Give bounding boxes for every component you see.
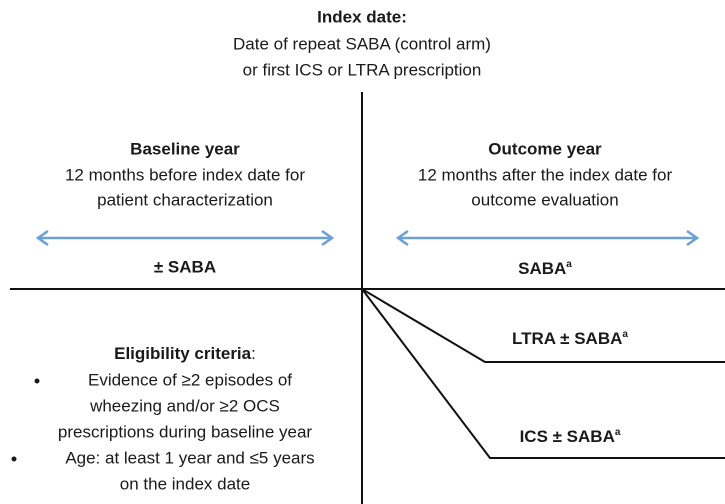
ics-branch bbox=[361, 288, 725, 459]
ltra-branch bbox=[361, 288, 725, 363]
index-line-text: or first ICS or LTRA prescription bbox=[243, 60, 482, 79]
arm-name: SABA bbox=[518, 259, 566, 278]
baseline-text: patient characterization bbox=[97, 190, 273, 209]
bullet bbox=[34, 378, 40, 384]
criterion-text: Evidence of ≥2 episodes of bbox=[88, 370, 292, 389]
criterion-text: Age: at least 1 year and ≤5 years bbox=[65, 448, 314, 467]
eligibility-title: Eligibility criteria bbox=[114, 344, 252, 363]
criterion-text: wheezing and/or ≥2 OCS bbox=[89, 396, 280, 415]
eligibility-colon: : bbox=[251, 344, 256, 363]
arm-label: ICS ± SABAa bbox=[520, 427, 621, 447]
eligibility-heading: Eligibility criteria: bbox=[114, 344, 256, 363]
arm-name: LTRA ± SABA bbox=[512, 329, 622, 348]
outcome-arrow bbox=[395, 229, 700, 247]
baseline-title: Baseline year bbox=[130, 139, 240, 158]
index-title: Index date: bbox=[317, 7, 407, 26]
bullet bbox=[11, 456, 17, 462]
arm-note: a bbox=[622, 329, 628, 340]
arm-label: LTRA ± SABAa bbox=[512, 329, 628, 349]
index-line-text: Date of repeat SABA (control arm) bbox=[233, 34, 491, 53]
outcome-title: Outcome year bbox=[488, 139, 602, 158]
arm-name: ICS ± SABA bbox=[520, 427, 615, 446]
arm-note: a bbox=[615, 427, 621, 438]
baseline-text: 12 months before index date for bbox=[65, 165, 305, 184]
arm-label: SABAa bbox=[518, 259, 572, 279]
baseline-arrow bbox=[35, 229, 335, 247]
arm-note: a bbox=[566, 259, 572, 270]
criterion-text: prescriptions during baseline year bbox=[58, 422, 313, 441]
outcome-text: outcome evaluation bbox=[471, 190, 618, 209]
baseline-arm: ± SABA bbox=[154, 257, 216, 276]
outcome-text: 12 months after the index date for bbox=[418, 165, 673, 184]
criterion-text: on the index date bbox=[120, 474, 250, 493]
